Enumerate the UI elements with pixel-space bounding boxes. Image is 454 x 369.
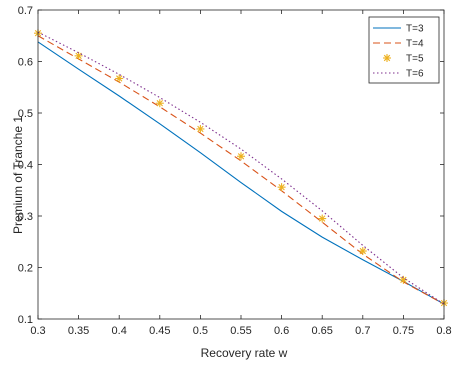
- data-point-t-5: [155, 99, 164, 108]
- data-point-t-5: [318, 214, 327, 223]
- series-line-t-3: [37, 41, 445, 305]
- legend-item-t-6: T=6: [373, 69, 424, 80]
- series-line-t-6: [37, 31, 445, 305]
- data-point-t-5: [196, 124, 205, 133]
- x-tick-label: 0.55: [230, 325, 251, 337]
- x-tick-label: 0.5: [193, 325, 208, 337]
- x-tick-label: 0.35: [68, 325, 89, 337]
- x-tick-label: 0.4: [112, 325, 127, 337]
- legend-swatch: [383, 54, 391, 62]
- y-tick-label: 0.5: [18, 108, 33, 120]
- legend-label: T=3: [406, 24, 424, 35]
- x-tick-label: 0.65: [311, 325, 332, 337]
- legend-label: T=5: [406, 54, 424, 65]
- y-tick-label: 0.2: [18, 263, 33, 275]
- x-axis-label: Recovery rate w: [201, 346, 288, 360]
- y-axis-label: Premium of Tranche 1: [11, 116, 25, 234]
- data-point-t-5: [358, 247, 367, 256]
- x-tick-label: 0.7: [355, 325, 370, 337]
- legend-label: T=4: [406, 39, 424, 50]
- data-point-t-5: [74, 51, 83, 60]
- series-line-t-4: [37, 35, 445, 305]
- data-point-t-5: [277, 183, 286, 192]
- x-tick-label: 0.8: [436, 325, 451, 337]
- legend-box: [368, 16, 440, 84]
- x-tick-label: 0.45: [149, 325, 170, 337]
- y-tick-label: 0.6: [18, 57, 33, 69]
- x-tick-label: 0.3: [30, 325, 45, 337]
- y-tick-label: 0.7: [18, 5, 33, 17]
- legend-item-t-3: T=3: [373, 24, 424, 35]
- x-tick-label: 0.6: [274, 325, 289, 337]
- legend-item-t-4: T=4: [373, 39, 424, 50]
- y-tick-label: 0.3: [18, 211, 33, 223]
- legend-label: T=6: [406, 69, 424, 80]
- y-tick-label: 0.1: [18, 314, 33, 326]
- data-point-t-5: [237, 152, 245, 161]
- y-tick-label: 0.4: [18, 160, 33, 172]
- data-point-t-5: [115, 74, 124, 83]
- legend-item-t-5: T=5: [383, 54, 424, 65]
- x-tick-label: 0.75: [393, 325, 414, 337]
